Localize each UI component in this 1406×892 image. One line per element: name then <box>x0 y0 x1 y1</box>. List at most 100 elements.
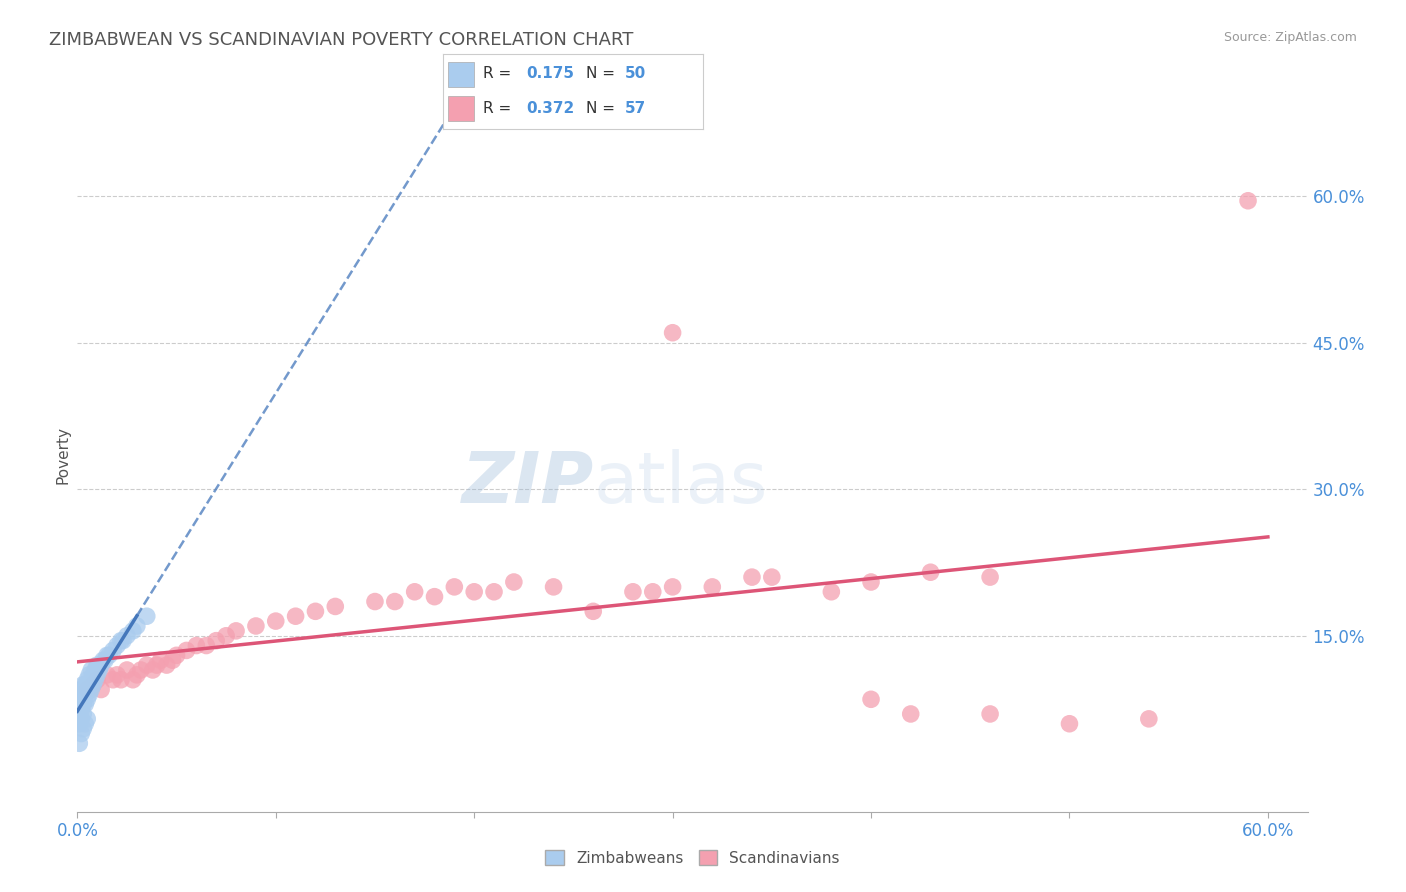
Point <box>72 687 94 701</box>
Point <box>404 584 426 599</box>
Point <box>86 658 108 673</box>
Point <box>162 653 184 667</box>
Point <box>641 584 664 599</box>
Point <box>67 697 90 711</box>
Point <box>304 604 326 618</box>
Point <box>215 629 238 643</box>
Text: N =: N = <box>586 101 620 116</box>
Point <box>72 706 94 721</box>
Text: ZIP: ZIP <box>461 449 595 518</box>
Point <box>225 624 247 638</box>
Point <box>111 633 134 648</box>
Point <box>82 678 104 692</box>
Point <box>860 692 883 706</box>
Point <box>90 682 112 697</box>
Point <box>186 639 208 653</box>
Point <box>72 722 94 736</box>
Point <box>91 653 114 667</box>
Point <box>96 648 118 663</box>
Point <box>702 580 724 594</box>
Point <box>135 658 157 673</box>
Point <box>122 673 145 687</box>
Point <box>67 716 90 731</box>
Point <box>661 326 683 340</box>
Point <box>72 678 94 692</box>
Point <box>900 706 922 721</box>
Point <box>75 697 97 711</box>
Point <box>979 706 1001 721</box>
Point <box>75 678 97 692</box>
Point <box>761 570 783 584</box>
Point <box>101 673 124 687</box>
Point <box>176 643 198 657</box>
Point <box>94 653 117 667</box>
Point <box>75 716 97 731</box>
Point <box>96 668 118 682</box>
Point <box>820 584 842 599</box>
Point <box>122 624 145 638</box>
Point <box>661 580 683 594</box>
Point <box>76 712 98 726</box>
Point <box>75 687 97 701</box>
Point <box>195 639 218 653</box>
Text: 50: 50 <box>624 67 647 81</box>
Point <box>245 619 267 633</box>
Point <box>142 663 165 677</box>
Point <box>70 682 93 697</box>
Point <box>77 678 100 692</box>
Point <box>67 736 90 750</box>
Point <box>86 673 108 687</box>
Text: ZIMBABWEAN VS SCANDINAVIAN POVERTY CORRELATION CHART: ZIMBABWEAN VS SCANDINAVIAN POVERTY CORRE… <box>49 31 634 49</box>
Text: atlas: atlas <box>595 449 769 518</box>
Point <box>125 619 148 633</box>
Point <box>1059 716 1081 731</box>
Point <box>86 668 108 682</box>
Point <box>364 594 387 608</box>
Legend: Zimbabweans, Scandinavians: Zimbabweans, Scandinavians <box>540 844 845 871</box>
Y-axis label: Poverty: Poverty <box>55 425 70 484</box>
Point <box>149 653 172 667</box>
Text: N =: N = <box>586 67 620 81</box>
Point <box>582 604 605 618</box>
Point <box>145 658 167 673</box>
Point <box>84 663 107 677</box>
Point <box>115 663 138 677</box>
Text: 0.175: 0.175 <box>526 67 574 81</box>
Point <box>543 580 565 594</box>
Point <box>76 682 98 697</box>
Point <box>80 663 103 677</box>
Point <box>135 609 157 624</box>
Point <box>621 584 644 599</box>
Point <box>70 726 93 740</box>
Point <box>1137 712 1160 726</box>
Point <box>82 668 104 682</box>
Point <box>76 692 98 706</box>
Point <box>284 609 307 624</box>
Point <box>80 682 103 697</box>
Point <box>98 648 121 663</box>
Bar <box>449 96 474 121</box>
Point <box>90 658 112 673</box>
Point <box>67 702 90 716</box>
Point <box>860 574 883 589</box>
Text: Source: ZipAtlas.com: Source: ZipAtlas.com <box>1223 31 1357 45</box>
Point <box>70 692 93 706</box>
Point <box>77 668 100 682</box>
Point <box>166 648 188 663</box>
Point <box>741 570 763 584</box>
Point <box>323 599 346 614</box>
Bar <box>449 62 474 87</box>
Point <box>72 697 94 711</box>
Point <box>105 639 128 653</box>
Point <box>70 702 93 716</box>
Point <box>920 566 942 580</box>
Point <box>384 594 406 608</box>
Point <box>76 682 98 697</box>
Point <box>76 678 98 692</box>
Point <box>482 584 505 599</box>
Point <box>110 633 132 648</box>
Point <box>89 663 111 677</box>
Point <box>110 673 132 687</box>
Point <box>205 633 228 648</box>
Point <box>84 673 107 687</box>
